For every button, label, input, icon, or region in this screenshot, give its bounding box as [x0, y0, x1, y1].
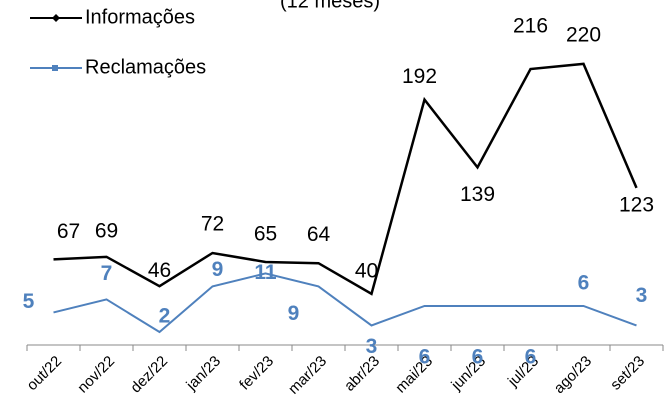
x-tick-label: set/23 — [607, 353, 648, 394]
data-label: 64 — [307, 223, 331, 246]
data-label: 220 — [566, 23, 601, 46]
data-label: 72 — [201, 213, 224, 236]
data-label: 6 — [525, 345, 537, 368]
data-label: 6 — [472, 345, 484, 368]
data-label: 11 — [254, 261, 277, 284]
data-label: 65 — [254, 222, 277, 245]
legend-label: Informações — [85, 6, 195, 28]
data-label: 40 — [355, 259, 378, 282]
legend-marker — [52, 14, 60, 22]
data-label: 69 — [95, 219, 118, 242]
x-tick-label: fev/23 — [236, 353, 277, 394]
x-tick-label: nov/22 — [74, 353, 118, 397]
x-tick-label: mar/23 — [285, 353, 330, 398]
series-line — [53, 272, 637, 334]
x-tick-label: out/22 — [24, 353, 66, 395]
data-label: 3 — [636, 284, 648, 307]
data-label: 6 — [419, 345, 431, 368]
data-label: 7 — [101, 262, 113, 285]
data-label: 3 — [366, 335, 378, 358]
chart-subtitle: (12 meses) — [280, 0, 380, 12]
data-label: 6 — [578, 271, 590, 294]
data-label: 46 — [148, 259, 171, 282]
x-tick-label: ago/23 — [551, 353, 595, 397]
data-label: 67 — [57, 220, 80, 243]
legend-marker — [52, 65, 58, 71]
data-label: 139 — [460, 183, 495, 206]
data-label: 123 — [619, 193, 654, 216]
x-tick-label: abr/23 — [341, 353, 383, 395]
data-label: 216 — [513, 15, 548, 38]
data-label: 9 — [212, 258, 224, 281]
series-line — [53, 62, 638, 296]
x-tick-label: jan/23 — [183, 353, 225, 395]
legend-label: Reclamações — [85, 56, 206, 78]
data-label: 9 — [288, 302, 300, 325]
x-tick-label: jul/23 — [504, 353, 542, 391]
data-label: 5 — [23, 290, 35, 313]
data-label: 2 — [159, 305, 171, 328]
data-label: 192 — [402, 65, 437, 88]
x-tick-label: dez/22 — [127, 353, 171, 397]
